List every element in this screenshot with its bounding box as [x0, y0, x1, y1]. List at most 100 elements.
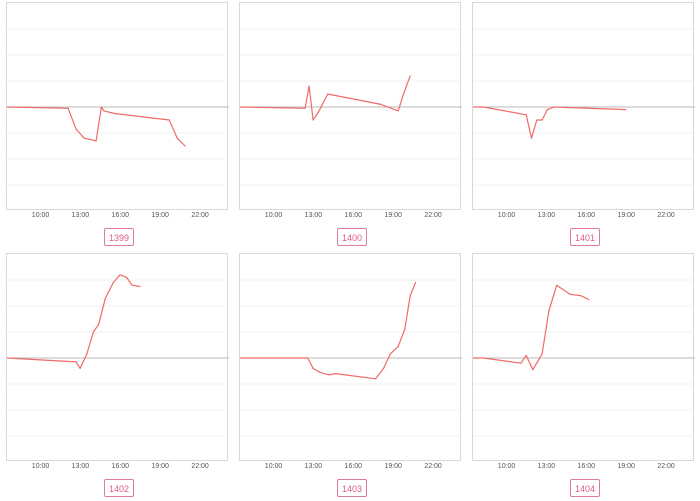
x-tick-label: 16:00 [344, 212, 363, 219]
data-point [473, 357, 474, 359]
line-chart-svg [240, 279, 462, 437]
x-tick-label: 16:00 [344, 463, 363, 470]
series-line [473, 284, 589, 371]
data-point [402, 93, 405, 95]
x-tick-label: 13:00 [71, 463, 90, 470]
data-point [312, 119, 314, 121]
data-point [397, 345, 399, 347]
data-point [307, 357, 309, 359]
data-point [483, 106, 485, 108]
x-tick-label: 13:00 [537, 212, 556, 219]
data-point [556, 284, 558, 286]
data-point [139, 285, 141, 288]
panel-label-button[interactable]: 1402 [104, 479, 134, 497]
x-tick-label: 16:00 [577, 212, 596, 219]
x-tick-label: 19:00 [384, 212, 402, 219]
x-tick-label: 22:00 [191, 212, 209, 219]
data-point [409, 75, 411, 77]
data-point [319, 371, 321, 373]
chart-panel-1402: 10:00 13:00 16:00 19:00 22:00 1402 [6, 253, 236, 499]
x-tick-label: 13:00 [304, 463, 323, 470]
x-tick-label: 13:00 [71, 212, 90, 219]
data-point [541, 353, 543, 355]
panel-label-button[interactable]: 1399 [104, 228, 134, 246]
panel-label-button[interactable]: 1404 [570, 479, 600, 497]
data-point [7, 357, 8, 359]
x-tick-label: 19:00 [151, 212, 169, 219]
x-tick-label: 16:00 [111, 212, 130, 219]
data-point [389, 353, 391, 355]
data-point [588, 298, 590, 301]
line-chart-svg [240, 28, 462, 186]
plot-area [239, 253, 462, 461]
data-point [397, 110, 399, 112]
data-point [79, 367, 81, 369]
data-point [126, 276, 128, 278]
x-tick-label: 13:00 [304, 212, 323, 219]
chart-panel-1404: 10:00 13:00 16:00 19:00 22:00 1404 [472, 253, 700, 499]
data-point [546, 109, 549, 111]
data-point [240, 106, 241, 108]
data-point [119, 274, 121, 276]
data-point [75, 361, 77, 363]
data-point [327, 93, 329, 95]
panel-label-button[interactable]: 1401 [570, 228, 600, 246]
data-point [240, 357, 241, 359]
x-tick-label: 19:00 [617, 212, 635, 219]
plot-area [239, 2, 462, 210]
data-point [176, 137, 178, 139]
series-line [473, 106, 626, 139]
x-tick-label: 16:00 [577, 463, 596, 470]
x-tick-label: 22:00 [657, 463, 675, 470]
data-point [525, 354, 527, 356]
chart-panel-1403: 10:00 13:00 16:00 19:00 22:00 1403 [239, 253, 469, 499]
data-point [168, 119, 170, 121]
x-tick-label: 19:00 [384, 463, 402, 470]
data-point [7, 106, 8, 108]
line-chart-svg [7, 28, 229, 186]
data-point [525, 114, 527, 116]
plot-area [6, 253, 229, 461]
x-tick-label: 10:00 [31, 463, 50, 470]
data-point [541, 119, 543, 121]
data-point [131, 284, 133, 286]
data-point [308, 85, 310, 87]
data-point [580, 295, 582, 297]
data-point [536, 119, 538, 121]
data-point [104, 297, 106, 299]
data-point [483, 357, 485, 359]
x-tick-label: 10:00 [497, 463, 516, 470]
data-point [114, 112, 116, 115]
x-tick-label: 10:00 [264, 463, 283, 470]
data-point [86, 353, 88, 355]
series-line [240, 282, 417, 380]
data-point [530, 137, 533, 139]
line-chart-svg [7, 274, 229, 437]
line-chart-svg [473, 28, 695, 186]
x-tick-label: 19:00 [151, 463, 169, 470]
data-point [414, 282, 417, 284]
series-line [7, 106, 186, 147]
data-point [328, 374, 330, 376]
data-point [317, 111, 320, 113]
data-point [95, 140, 97, 142]
data-point [473, 106, 474, 108]
data-point [75, 128, 77, 130]
data-point [312, 367, 314, 369]
x-tick-label: 13:00 [537, 463, 556, 470]
data-point [83, 137, 85, 139]
data-point [67, 107, 69, 109]
series-line [7, 274, 140, 370]
x-tick-label: 10:00 [264, 212, 283, 219]
panel-label-button[interactable]: 1403 [337, 479, 367, 497]
series-line [240, 75, 411, 121]
data-point [103, 110, 105, 112]
data-point [112, 282, 114, 284]
data-point [548, 310, 550, 312]
plot-area [6, 2, 229, 210]
data-point [625, 109, 627, 111]
data-point [100, 106, 102, 108]
panel-label-button[interactable]: 1400 [337, 228, 367, 246]
data-point [532, 369, 534, 371]
data-point [382, 367, 385, 369]
